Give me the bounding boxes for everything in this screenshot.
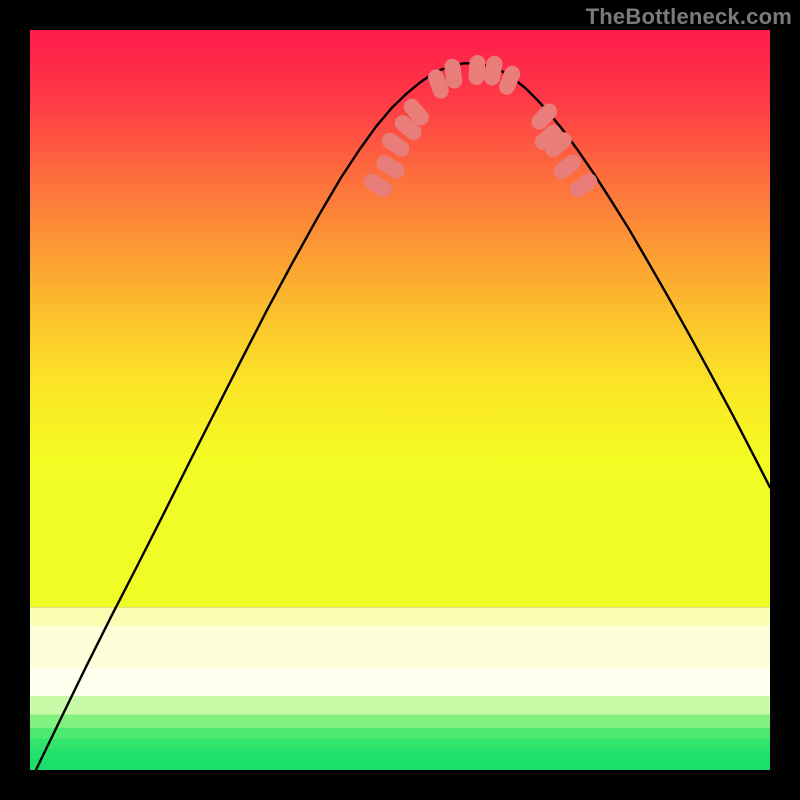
chart-frame: TheBottleneck.com bbox=[0, 0, 800, 800]
marker-point bbox=[468, 54, 486, 85]
chart-svg bbox=[30, 30, 770, 770]
watermark-text: TheBottleneck.com bbox=[586, 4, 792, 30]
chart-area bbox=[30, 30, 770, 770]
